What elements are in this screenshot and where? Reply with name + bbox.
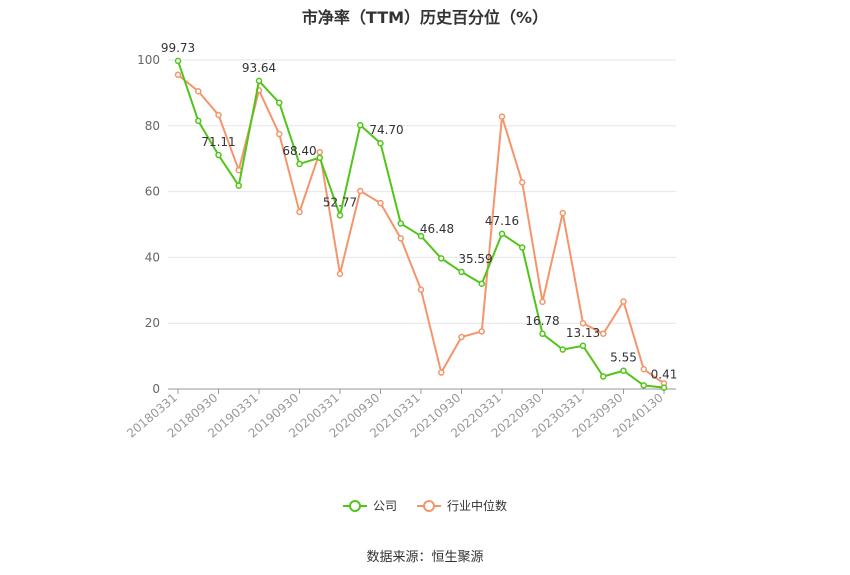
y-tick-label: 100 [137,53,160,67]
point-industry [174,71,182,79]
point-industry [478,328,485,335]
point-company [519,244,526,251]
point-company [195,117,202,125]
point-company [438,255,445,262]
data-label: 52.77 [323,195,357,209]
legend-label-industry: 行业中位数 [447,499,508,513]
data-label: 5.55 [610,351,637,365]
point-company [539,330,546,338]
point-industry [357,187,364,195]
point-company [640,382,647,389]
chart-title: 市净率（TTM）历史百分位（%） [301,8,549,27]
point-industry [640,366,647,373]
point-industry [195,88,202,95]
data-label: 71.11 [201,135,235,149]
point-company [235,182,242,189]
data-label: 0.41 [651,368,678,382]
point-industry [417,286,425,293]
data-label: 35.59 [458,252,492,266]
point-industry [559,209,566,217]
legend-item-industry[interactable]: 行业中位数 [417,497,507,514]
point-industry [579,319,587,327]
data-label: 93.64 [242,61,276,75]
legend-item-company[interactable]: 公司 [342,497,397,514]
data-label: 46.48 [420,222,454,236]
data-label: 99.73 [161,41,195,55]
point-company [559,346,566,353]
point-company [316,154,323,161]
data-source: 数据来源：恒生聚源 [366,550,484,565]
point-company [660,384,668,391]
y-tick-label: 80 [145,119,160,133]
point-company [579,342,587,350]
data-label: 74.70 [369,123,403,137]
point-industry [377,199,384,207]
point-company [276,99,283,107]
point-industry [296,208,303,216]
legend-swatch-industry [417,499,441,513]
legend-swatch-company [342,499,367,513]
y-tick-label: 60 [145,185,160,199]
point-company [336,212,344,219]
point-industry [539,298,546,306]
data-label: 16.78 [525,314,559,328]
point-company [215,151,222,159]
point-industry [498,113,506,120]
point-industry [458,333,465,341]
point-company [498,230,506,238]
point-industry [316,148,323,156]
point-company [478,280,485,287]
data-label: 13.13 [566,326,600,340]
point-industry [519,179,526,186]
point-company [620,367,627,374]
point-industry [620,298,627,305]
point-company [377,139,384,147]
legend: 公司 行业中位数 [0,497,850,514]
point-industry [438,369,445,376]
point-company [174,57,182,65]
y-tick-label: 20 [145,316,160,330]
legend-label-company: 公司 [372,499,397,513]
point-company [600,373,607,380]
point-company [417,232,425,240]
point-industry [276,130,283,138]
point-company [255,77,263,85]
point-industry [215,111,222,119]
y-tick-label: 0 [152,382,160,396]
point-company [296,160,303,168]
point-company [397,220,404,227]
point-company [357,121,364,129]
point-industry [397,235,404,242]
point-industry [336,270,344,278]
point-industry [600,330,607,337]
point-company [458,268,465,276]
data-label: 47.16 [485,214,519,228]
y-tick-label: 40 [145,250,160,264]
data-label: 68.40 [282,144,316,158]
